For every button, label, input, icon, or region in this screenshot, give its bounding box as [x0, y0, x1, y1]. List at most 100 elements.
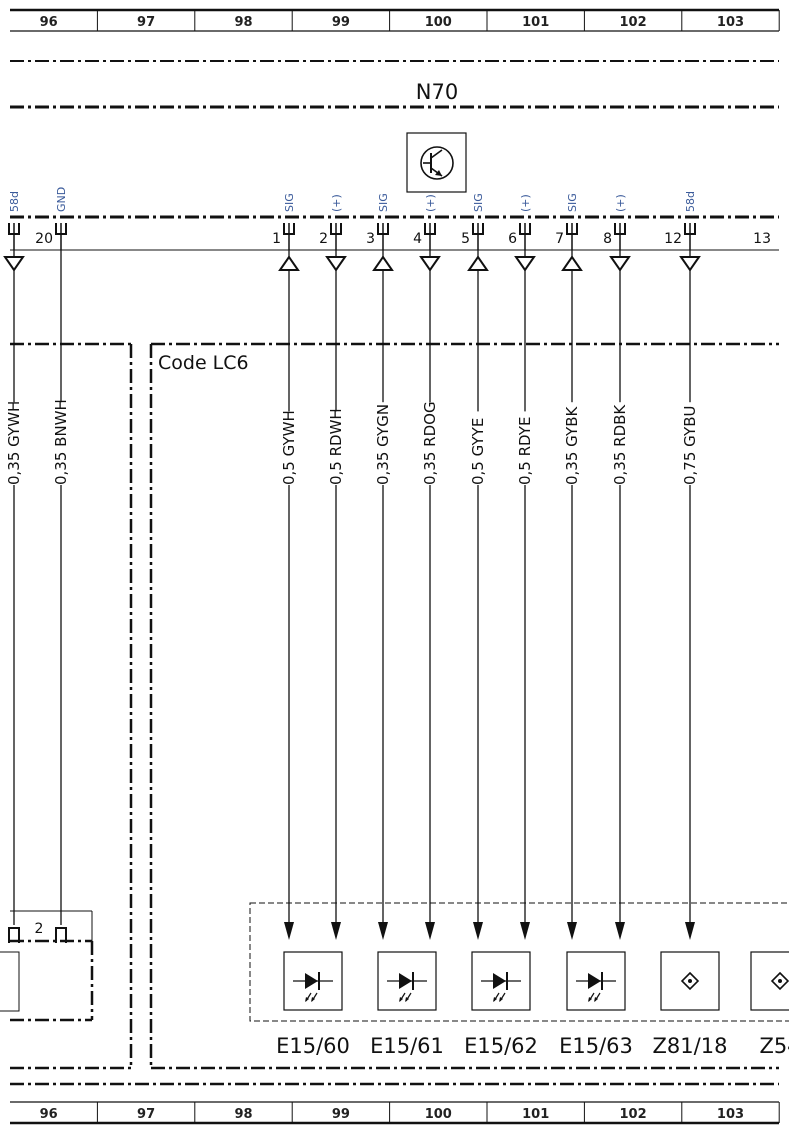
pin-signal-label: 58d — [684, 191, 697, 212]
pin-number: 20 — [35, 231, 53, 247]
wire-label: 0,35 RDBK — [611, 404, 629, 485]
grid-column-label: 101 — [522, 15, 549, 30]
component-group — [249, 902, 789, 1022]
wire-end-arrow — [520, 922, 530, 940]
grid-column-label: 98 — [234, 15, 252, 30]
led-icon — [481, 972, 521, 1002]
pin-6: (+) 6 0,5 RDYE — [508, 194, 536, 940]
pin-number: 12 — [664, 231, 682, 247]
signal-in-arrow — [278, 255, 300, 271]
pin-3: SIG 3 0,35 GYGN — [366, 193, 394, 940]
grid-column-label: 103 — [717, 15, 744, 30]
transistor-icon — [406, 132, 467, 193]
grid-column-label: 100 — [425, 15, 452, 30]
wire-label: 0,75 GYBU — [681, 406, 699, 485]
grid-column-label: 102 — [620, 1107, 647, 1122]
option-code-label: Code LC6 — [158, 352, 249, 374]
pin-signal-label: SIG — [283, 193, 296, 212]
signal-out-arrow — [609, 256, 631, 272]
grid-column-label: 96 — [40, 1107, 58, 1122]
pin-number: 8 — [603, 231, 612, 247]
wire-label: 0,35 RDOG — [421, 401, 439, 485]
module-boundary: N70 — [10, 60, 779, 109]
component-E15-61: E15/61 — [370, 951, 444, 1058]
wire-label: 0,5 GYYE — [469, 418, 487, 485]
pin-signal-label: (+) — [519, 194, 532, 212]
grid-column-label: 97 — [137, 15, 155, 30]
grid-column-label: 99 — [332, 15, 350, 30]
pin-13: 13 — [753, 231, 771, 247]
connector-strip — [10, 215, 779, 251]
signal-out-arrow — [325, 256, 347, 272]
pin-signal-label: SIG — [377, 193, 390, 212]
pin-edge-0: 58d 0,35 GYWH — [3, 191, 25, 925]
signal-in-arrow — [372, 255, 394, 271]
signal-out-arrow — [419, 256, 441, 272]
wire-end-arrow — [378, 922, 388, 940]
wire-label: 0,35 GYBK — [563, 406, 581, 485]
left-connector: 2 — [0, 910, 94, 1022]
component-label: E15/61 — [370, 1034, 444, 1058]
pin-4: (+) 4 0,35 RDOG — [413, 194, 441, 940]
wire-label: 0,5 RDWH — [327, 408, 345, 485]
module-name: N70 — [416, 80, 458, 104]
pin-number: 5 — [461, 231, 470, 247]
diamond-icon — [770, 971, 789, 991]
signal-out-arrow — [3, 256, 25, 272]
wire-end-arrow — [473, 922, 483, 940]
signal-out-arrow — [679, 256, 701, 272]
wire-label: 0,5 GYWH — [280, 410, 298, 485]
led-icon — [576, 972, 616, 1002]
pin-signal-label: GND — [55, 187, 68, 212]
pin-number: 2 — [319, 231, 328, 247]
left-connector-pin: 2 — [35, 921, 44, 937]
component-label: Z54 — [759, 1034, 789, 1058]
top-grid-bar: 96 97 98 99 100 101 102 103 — [10, 8, 780, 32]
component-Z54: Z54 — [750, 951, 789, 1058]
pin-signal-label: (+) — [614, 194, 627, 212]
wire-end-arrow — [615, 922, 625, 940]
component-label: E15/63 — [559, 1034, 633, 1058]
grid-column-label: 96 — [40, 15, 58, 30]
pin-signal-label: (+) — [424, 194, 437, 212]
led-icon — [293, 972, 333, 1002]
pin-8: (+) 8 0,35 RDBK — [603, 194, 631, 940]
pin-number: 7 — [555, 231, 564, 247]
pin-number: 1 — [272, 231, 281, 247]
pin-7: SIG 7 0,35 GYBK — [555, 193, 583, 940]
grid-column-label: 100 — [425, 1107, 452, 1122]
component-label: E15/60 — [276, 1034, 350, 1058]
pin-5: SIG 5 0,5 GYYE — [461, 193, 489, 940]
component-label: Z81/18 — [653, 1034, 728, 1058]
grid-column-label: 101 — [522, 1107, 549, 1122]
signal-in-arrow — [467, 255, 489, 271]
wire-end-arrow — [685, 922, 695, 940]
wire-label: 0,35 BNWH — [52, 399, 70, 485]
left-terminal-bracket — [55, 927, 67, 943]
grid-column-label: 97 — [137, 1107, 155, 1122]
grid-column-label: 102 — [620, 15, 647, 30]
pin-1: SIG 1 0,5 GYWH — [272, 193, 300, 940]
wire-end-arrow — [567, 922, 577, 940]
pin-signal-label: SIG — [566, 193, 579, 212]
grid-column-label: 99 — [332, 1107, 350, 1122]
signal-in-arrow — [561, 255, 583, 271]
pin-number: 6 — [508, 231, 517, 247]
wire-label: 0,5 RDYE — [516, 417, 534, 485]
led-icon — [387, 972, 427, 1002]
pin-signal-label: (+) — [330, 194, 343, 212]
pin-number: 3 — [366, 231, 375, 247]
wire-label: 0,35 GYWH — [5, 401, 23, 485]
component-label: E15/62 — [464, 1034, 538, 1058]
component-E15-63: E15/63 — [559, 951, 633, 1058]
pin-20: GND 20 0,35 BNWH — [35, 187, 70, 925]
grid-column-label: 98 — [234, 1107, 252, 1122]
diamond-icon — [680, 971, 700, 991]
left-frame — [10, 342, 133, 1070]
pin-signal-label: 58d — [8, 191, 21, 212]
component-E15-62: E15/62 — [464, 951, 538, 1058]
bottom-grid-bar: 96 97 98 99 100 101 102 103 — [10, 1101, 780, 1125]
wire-end-arrow — [331, 922, 341, 940]
wire-end-arrow — [425, 922, 435, 940]
